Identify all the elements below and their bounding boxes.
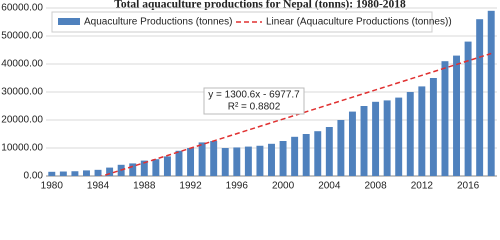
bar	[348, 111, 356, 176]
bar	[302, 134, 310, 176]
bar	[187, 148, 195, 176]
y-tick-label: 30000.00	[1, 87, 43, 98]
x-tick-label: 2016	[457, 181, 480, 192]
x-tick-label: 1980	[41, 181, 64, 192]
bar	[268, 143, 275, 176]
bar	[256, 145, 264, 176]
bar	[337, 120, 345, 176]
x-tick-label: 2008	[364, 181, 387, 192]
bar	[406, 92, 414, 176]
equation-box	[203, 87, 305, 115]
bar	[175, 150, 183, 176]
legend-box	[51, 11, 433, 33]
bar	[476, 19, 484, 177]
bar	[279, 141, 287, 176]
legend-label: Linear (Aquaculture Productions (tonnes)…	[266, 17, 452, 28]
y-tick-label: 10000.00	[1, 143, 43, 154]
bar	[83, 170, 90, 176]
trend-equation: y = 1300.6x - 6977.7	[208, 90, 300, 101]
y-tick-label: 20000.00	[1, 115, 43, 126]
x-tick-label: 2000	[272, 181, 295, 192]
y-tick-label: 0.00	[24, 171, 44, 182]
chart-title: Total aquaculture productions for Nepal …	[114, 0, 406, 11]
bar	[487, 10, 495, 176]
bar	[360, 106, 368, 176]
bar	[325, 127, 333, 176]
bar	[221, 148, 229, 176]
x-tick-label: 1988	[133, 181, 156, 192]
bar	[106, 167, 114, 176]
bar	[453, 55, 460, 176]
bar	[233, 147, 241, 176]
bar	[395, 97, 403, 176]
y-tick-label: 60000.00	[1, 3, 43, 14]
bar	[244, 146, 252, 176]
legend-swatch	[58, 18, 80, 25]
y-tick-label: 50000.00	[1, 31, 43, 42]
x-tick-label: 1996	[226, 181, 249, 192]
bar	[59, 171, 67, 176]
bar	[152, 159, 160, 176]
y-tick-label: 40000.00	[1, 59, 43, 70]
bar	[291, 136, 299, 176]
bar	[418, 86, 426, 176]
bar	[372, 101, 380, 176]
x-tick-label: 2004	[318, 181, 341, 192]
bar	[140, 160, 148, 176]
bar	[48, 171, 56, 176]
chart: Total aquaculture productions for Nepal …	[1, 0, 497, 192]
bar	[71, 171, 79, 176]
bar	[210, 141, 218, 176]
bar	[314, 131, 322, 176]
bar	[441, 61, 449, 177]
legend-label: Aquaculture Productions (tonnes)	[84, 17, 232, 28]
bar	[383, 100, 391, 176]
x-tick-label: 2012	[411, 181, 434, 192]
bar	[198, 142, 206, 176]
x-tick-label: 1992	[179, 181, 202, 192]
bar	[94, 169, 102, 176]
bar	[429, 78, 437, 176]
trend-r-squared: R² = 0.8802	[228, 102, 281, 113]
bar	[163, 156, 171, 176]
trend-line	[99, 52, 492, 176]
bar	[464, 41, 472, 176]
bar	[129, 163, 137, 176]
x-tick-label: 1984	[87, 181, 110, 192]
trend-group	[99, 52, 492, 176]
